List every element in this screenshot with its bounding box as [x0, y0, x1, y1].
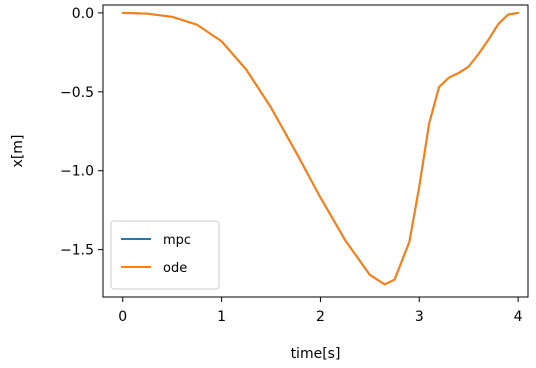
axes-frame: [102, 4, 529, 298]
series-group: [121, 11, 520, 286]
x-tick-label: 2: [316, 309, 325, 325]
y-tick-label: −1.5: [60, 243, 94, 259]
axes-group: [102, 4, 529, 298]
y-tick-label: 0.0: [72, 6, 94, 22]
y-tick-label: −1.0: [60, 164, 94, 180]
x-tick-label: 3: [415, 309, 424, 325]
legend-label-mpc: mpc: [163, 233, 191, 248]
x-tick-label: 4: [514, 309, 523, 325]
legend-box: [110, 220, 220, 290]
y-axis-label: x[m]: [10, 135, 26, 168]
x-axis-label: time[s]: [291, 346, 341, 362]
series-line-ode: [121, 11, 520, 286]
legend-label-ode: ode: [163, 261, 187, 276]
legend: mpc ode: [110, 220, 220, 290]
y-tick-label: −0.5: [60, 85, 94, 101]
ticks-group: 0 1 2 3 4 0.0 −0.5 −1.0 −1.5: [60, 6, 523, 325]
x-tick-label: 0: [118, 309, 127, 325]
x-tick-label: 1: [217, 309, 226, 325]
